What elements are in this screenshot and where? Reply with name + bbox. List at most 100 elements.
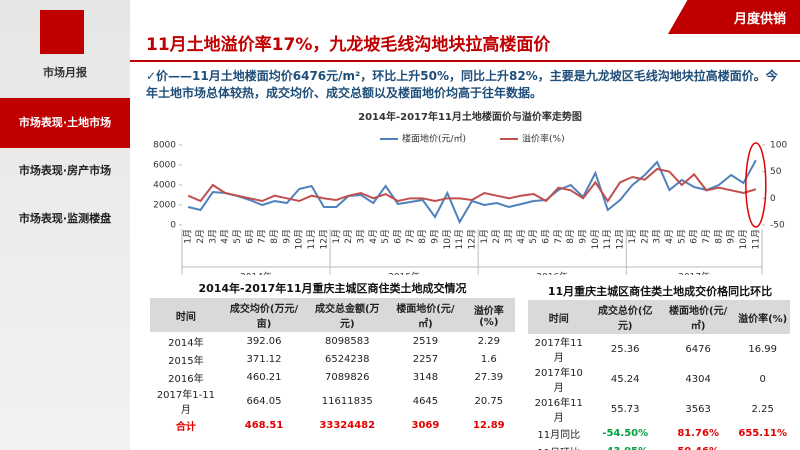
- x-tick-label: 6月: [392, 229, 403, 244]
- row: 合计 468.51 33324482 3069 12.89: [150, 416, 515, 434]
- y-tick-label: 0: [170, 221, 176, 231]
- x-tick-label: 3月: [355, 229, 366, 244]
- cell: 27.39: [474, 371, 504, 383]
- cell: 664.05: [246, 395, 282, 407]
- cell: 2.25: [751, 403, 774, 415]
- nav-item: 市场表现·监测楼盘: [18, 212, 112, 225]
- cell: 12.89: [473, 419, 505, 431]
- summary: ✓价——11月土地楼面均价6476元/m²，环比上升50%，同比上升82%，主要…: [146, 69, 778, 100]
- x-tick-label: 3月: [652, 229, 663, 244]
- x-tick-label: 9月: [429, 229, 440, 244]
- header-cell: 时间: [528, 300, 590, 334]
- x-tick-label: 4月: [664, 229, 675, 244]
- header-cell: 溢价率(%): [462, 298, 515, 332]
- x-tick-label: 4月: [368, 229, 379, 244]
- y-tick-label: 2000: [153, 201, 176, 211]
- header-cell: 楼面地价(元/㎡): [660, 300, 736, 334]
- y2-tick-label: -50: [770, 221, 785, 231]
- highlight-ring: [745, 142, 767, 228]
- cell: 655.11%: [738, 427, 787, 439]
- cell: 460.21: [246, 371, 282, 383]
- x-tick-label: 10月: [738, 229, 749, 249]
- cell: 6524238: [324, 353, 370, 365]
- x-tick-label: 5月: [528, 229, 539, 244]
- cell: ——: [735, 442, 790, 450]
- header-cell: 溢价率(%): [735, 300, 790, 334]
- x-tick-label: 10月: [294, 229, 305, 249]
- chart-title: 2014年-2017年11月土地楼面价与溢价率走势图: [358, 110, 582, 123]
- cell: -54.50%: [602, 427, 649, 439]
- table-title: 11月重庆主城区商住类土地成交价格同比环比: [547, 285, 773, 298]
- cell: 2.29: [477, 335, 500, 347]
- legend-label: 楼面地价(元/㎡): [402, 133, 466, 145]
- x-tick-label: 9月: [281, 229, 292, 244]
- nav-item: 市场表现·土地市场: [0, 98, 130, 148]
- header-cell: 楼面地价(元/㎡): [388, 298, 463, 332]
- cell: 2014年: [168, 337, 204, 349]
- x-tick-label: 9月: [578, 229, 589, 244]
- x-tick-label: 12月: [615, 229, 626, 249]
- x-tick-label: 3月: [207, 229, 218, 244]
- x-tick-label: 2月: [639, 229, 650, 244]
- cell: 6476: [685, 343, 711, 355]
- x-tick-label: 5月: [380, 229, 391, 244]
- header-tag-text: 月度供销: [733, 12, 786, 27]
- logo: [40, 10, 84, 54]
- cell: 11月同比: [537, 429, 581, 441]
- x-tick-label: 5月: [676, 229, 687, 244]
- row: 11月环比-43.95%50.46%——: [528, 442, 790, 450]
- cell: 2017年11月: [534, 338, 583, 364]
- cell: 2017年10月: [534, 368, 583, 394]
- brand: 市场月报: [43, 66, 87, 79]
- y-tick-label: 4000: [153, 181, 176, 191]
- row: 2017年1-11月 664.05 11611835 4645 20.75: [150, 386, 515, 416]
- row: 11月同比 -54.50% 81.76% 655.11%: [528, 424, 790, 442]
- series-line: [187, 159, 757, 225]
- row: 2014年 392.06 8098583 2519 2.29: [150, 332, 515, 350]
- x-tick-label: 1月: [331, 229, 342, 244]
- cell: 4645: [412, 395, 439, 407]
- cell: 392.06: [246, 335, 282, 347]
- x-tick-label: 6月: [541, 229, 552, 244]
- cell: 2016年: [168, 373, 204, 385]
- cell: 25.36: [610, 343, 640, 355]
- cell: 3563: [685, 403, 711, 415]
- cell: 33324482: [319, 419, 376, 431]
- cell: 45.24: [610, 373, 640, 385]
- x-tick-label: 8月: [713, 229, 724, 244]
- x-group-label: 2016年: [536, 271, 568, 276]
- cell: 371.12: [246, 353, 282, 365]
- cell: 2257: [412, 353, 439, 365]
- x-tick-label: 4月: [516, 229, 527, 244]
- x-tick-label: 7月: [405, 229, 416, 244]
- y2-tick-label: 100: [770, 141, 787, 151]
- x-tick-label: 7月: [701, 229, 712, 244]
- x-tick-label: 5月: [232, 229, 243, 244]
- table-title: 2014年-2017年11月重庆主城区商住类土地成交情况: [198, 282, 467, 295]
- cell: 11611835: [321, 395, 373, 407]
- cell: 2017年1-11月: [156, 390, 215, 416]
- x-tick-label: 3月: [504, 229, 515, 244]
- cell: 3069: [411, 419, 440, 431]
- table: 时间 成交均价(万元/亩) 成交总金额(万元) 楼面地价(元/㎡) 溢价率(%) 2014…: [150, 298, 515, 434]
- x-tick-label: 2月: [491, 229, 502, 244]
- x-tick-label: 1月: [627, 229, 638, 244]
- row: 2016年 460.21 7089826 3148 27.39: [150, 368, 515, 386]
- cell: 50.46%: [661, 442, 735, 450]
- x-tick-label: 8月: [417, 229, 428, 244]
- nav-item: 市场表现·房产市场: [18, 164, 112, 177]
- x-tick-label: 12月: [467, 229, 478, 249]
- x-tick-label: 6月: [689, 229, 700, 244]
- header-cell: 成交总价(亿元): [589, 300, 661, 334]
- cell: 0: [759, 373, 766, 385]
- x-tick-label: 12月: [318, 229, 329, 249]
- x-tick-label: 8月: [565, 229, 576, 244]
- y-tick-label: 8000: [153, 141, 176, 151]
- cell: 4304: [685, 373, 711, 385]
- x-tick-label: 11月: [750, 229, 761, 249]
- header-cell: 成交均价(万元/亩): [221, 298, 307, 332]
- cell: 7089826: [324, 371, 370, 383]
- cell: 11月环比: [528, 442, 590, 450]
- y-tick-label: 6000: [153, 161, 176, 171]
